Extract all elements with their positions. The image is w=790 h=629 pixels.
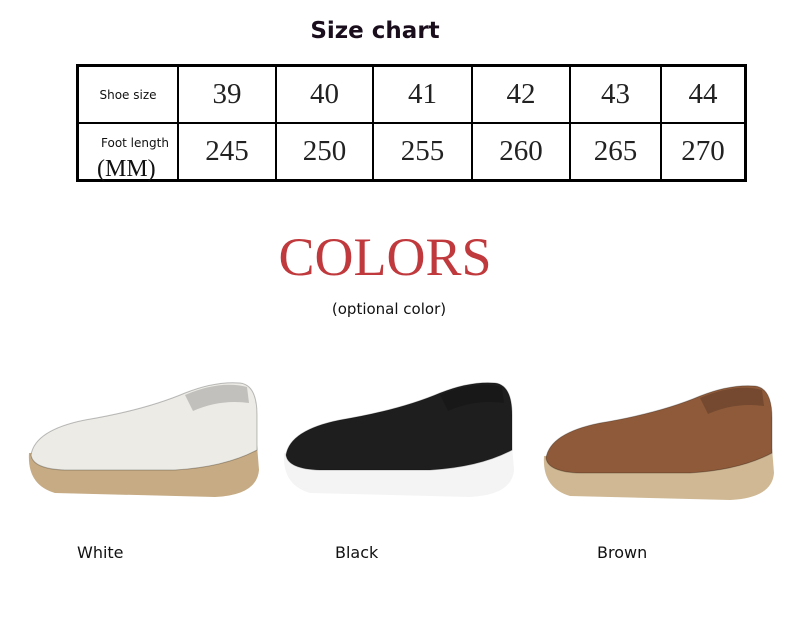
length-cell: 270 <box>660 122 747 182</box>
length-cell: 260 <box>471 122 571 182</box>
color-label-brown: Brown <box>597 543 648 562</box>
shoe-opening <box>185 384 249 411</box>
length-cell: 245 <box>177 122 277 182</box>
colors-subtitle: (optional color) <box>331 300 447 318</box>
length-cell: 250 <box>275 122 374 182</box>
white-shoe-image <box>28 382 259 497</box>
size-cell: 43 <box>569 64 662 124</box>
size-cell: 42 <box>471 64 571 124</box>
length-cell: 265 <box>569 122 662 182</box>
foot-length-label: Foot length <box>101 136 169 150</box>
table-row-shoe-size: Shoe size 39 40 41 42 43 44 <box>76 64 747 124</box>
black-shoe-image <box>283 382 514 497</box>
size-cell: 40 <box>275 64 374 124</box>
colors-title: COLORS <box>278 227 492 287</box>
color-label-white: White <box>77 543 124 562</box>
shoe-upper <box>30 382 258 471</box>
unit-label: (MM) <box>97 156 156 182</box>
table-row-foot-length: Foot length (MM) 245 250 255 260 265 270 <box>76 122 747 182</box>
size-cell: 39 <box>177 64 277 124</box>
size-chart-title: Size chart <box>310 18 440 44</box>
row-header-shoe-size: Shoe size <box>76 64 179 124</box>
shoe-opening <box>440 384 504 411</box>
length-cell: 255 <box>372 122 473 182</box>
size-cell: 44 <box>660 64 747 124</box>
color-label-black: Black <box>335 543 379 562</box>
size-cell: 41 <box>372 64 473 124</box>
shoe-upper <box>285 382 513 471</box>
row-header-foot-length: Foot length (MM) <box>76 122 179 182</box>
shoe-opening <box>700 387 764 414</box>
size-chart-table: Shoe size 39 40 41 42 43 44 Foot length … <box>76 64 747 182</box>
shoe-upper <box>545 385 773 474</box>
brown-shoe-image <box>543 385 774 500</box>
